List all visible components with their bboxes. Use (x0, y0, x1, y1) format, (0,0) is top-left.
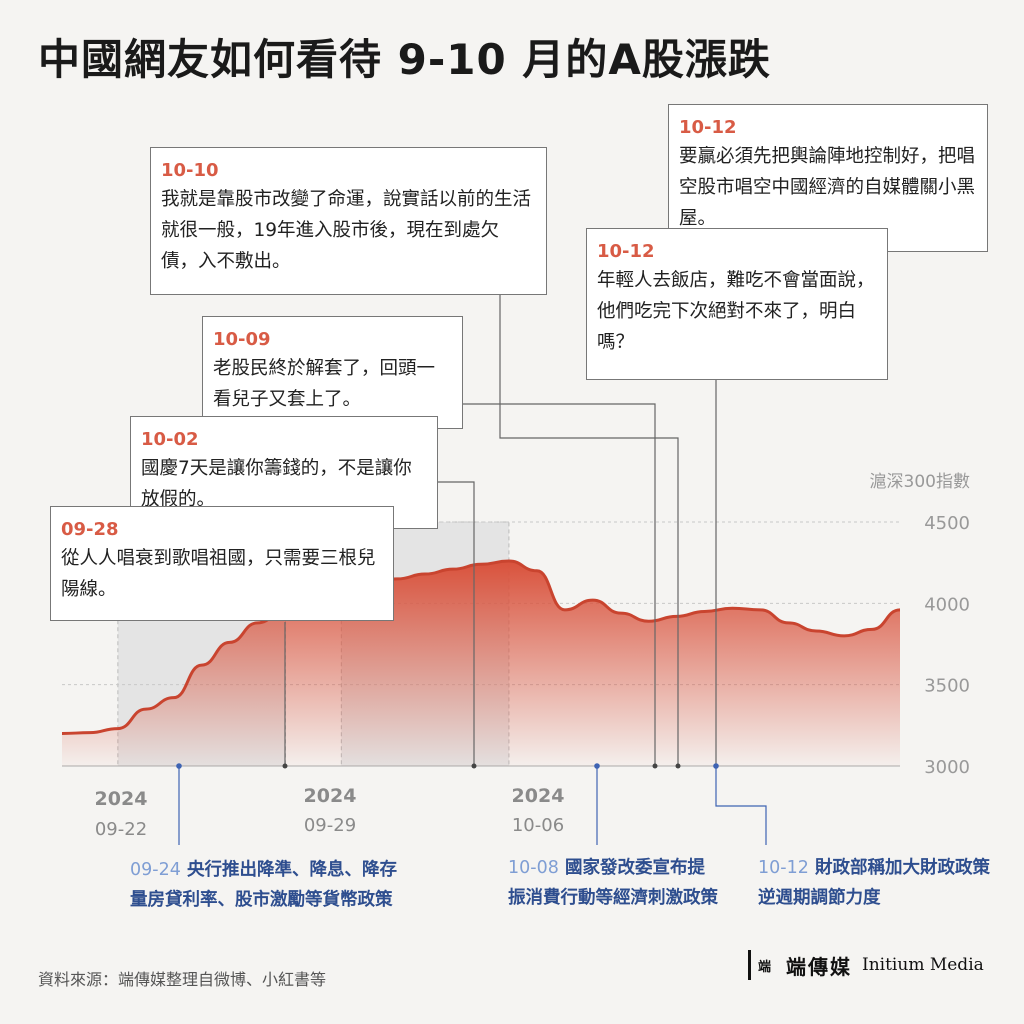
quote-box: 10-12 年輕人去飯店，難吃不會當面說，他們吃完下次絕對不來了，明白嗎？ (586, 228, 888, 380)
quote-box: 10-12 要贏必須先把輿論陣地控制好，把唱空股市唱空中國經濟的自媒體關小黑屋。 (668, 104, 988, 252)
x-tick-date: 10-06 (512, 815, 564, 836)
quote-text: 我就是靠股市改變了命運，說實話以前的生活就很一般，19年進入股市後，現在到處欠債… (161, 189, 532, 272)
logo-mark-icon: 端 (748, 950, 776, 980)
index-area (62, 561, 900, 766)
logo-chinese-name: 端傳媒 (786, 954, 852, 979)
quote-text: 要贏必須先把輿論陣地控制好，把唱空股市唱空中國經濟的自媒體關小黑屋。 (679, 146, 976, 229)
event-text: 財政部稱加大財政政策逆週期調節力度 (758, 858, 990, 908)
quote-date: 10-09 (213, 329, 271, 350)
quote-box: 10-09 老股民終於解套了，回頭一看兒子又套上了。 (202, 316, 463, 429)
quote-date-dot (675, 763, 681, 769)
quote-connector (499, 295, 679, 766)
quote-text: 從人人唱衰到歌唱祖國，只需要三根兒陽線。 (61, 548, 376, 600)
page-title: 中國網友如何看待 9-10 月的A股漲跌 (38, 35, 771, 84)
event-date: 09-24 (130, 860, 181, 880)
y-tick-label: 4000 (924, 594, 970, 615)
x-tick-date: 09-29 (304, 815, 356, 836)
quote-date-dot (282, 763, 288, 769)
x-tick-year: 2024 (95, 788, 148, 810)
event-date-dot (713, 763, 719, 769)
y-tick-label: 4500 (924, 513, 970, 534)
initium-logo: 端 端傳媒 Initium Media (748, 950, 984, 980)
quote-text: 國慶7天是讓你籌錢的，不是讓你放假的。 (141, 458, 412, 510)
quote-box: 10-10 我就是靠股市改變了命運，說實話以前的生活就很一般，19年進入股市後，… (150, 147, 547, 295)
event-date-dot (594, 763, 600, 769)
y-tick-label: 3000 (924, 757, 970, 778)
event-connector (715, 766, 767, 845)
event-date: 10-12 (758, 858, 809, 878)
x-tick-year: 2024 (304, 785, 357, 807)
quote-date: 09-28 (61, 519, 119, 540)
y-tick-label: 3500 (924, 676, 970, 697)
quote-box: 09-28 從人人唱衰到歌唱祖國，只需要三根兒陽線。 (50, 506, 394, 621)
event-date: 10-08 (508, 858, 559, 878)
quote-date: 10-10 (161, 160, 219, 181)
x-tick-year: 2024 (512, 785, 565, 807)
quote-date: 10-02 (141, 429, 199, 450)
quote-date-dot (652, 763, 658, 769)
index-line (61, 559, 901, 735)
policy-event: 10-08 國家發改委宣布提振消費行動等經濟刺激政策 (508, 853, 722, 913)
quote-text: 老股民終於解套了，回頭一看兒子又套上了。 (213, 358, 436, 410)
event-text: 央行推出降準、降息、降存量房貸利率、股市激勵等貨幣政策 (130, 860, 397, 910)
event-date-dot (176, 763, 182, 769)
logo-english-name: Initium Media (862, 955, 984, 975)
y-axis-title: 滬深300指數 (870, 472, 970, 492)
quote-connector (438, 481, 475, 766)
quote-date: 10-12 (679, 117, 737, 138)
quote-date: 10-12 (597, 241, 655, 262)
quote-text: 年輕人去飯店，難吃不會當面說，他們吃完下次絕對不來了，明白嗎？ (597, 270, 875, 353)
quote-date-dot (471, 763, 477, 769)
source-note: 資料來源：端傳媒整理自微博、小紅書等 (38, 970, 327, 989)
policy-event: 10-12 財政部稱加大財政政策逆週期調節力度 (758, 853, 990, 913)
policy-event: 09-24 央行推出降準、降息、降存量房貸利率、股市激勵等貨幣政策 (130, 855, 412, 915)
event-text: 國家發改委宣布提振消費行動等經濟刺激政策 (508, 858, 718, 908)
x-tick-date: 09-22 (95, 819, 147, 840)
quote-connector (463, 403, 656, 766)
